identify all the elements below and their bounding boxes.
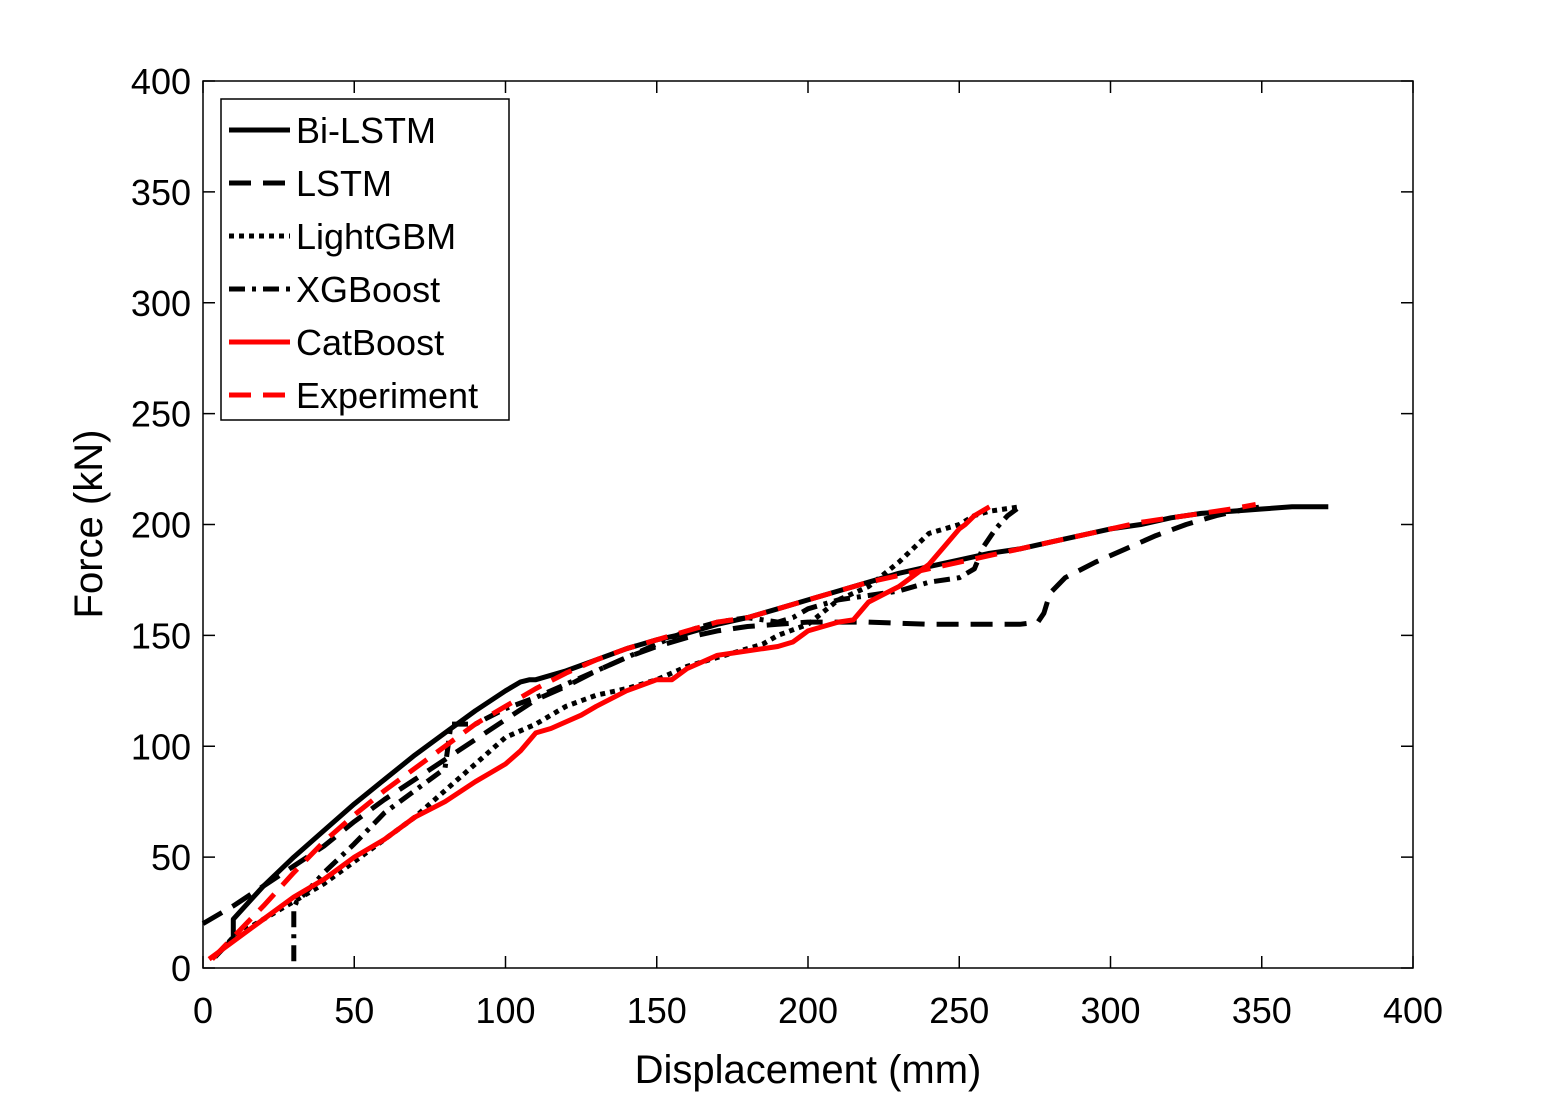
series-line-catboost	[207, 504, 991, 962]
x-tick-label: 100	[475, 990, 535, 1031]
series-line-experiment	[210, 502, 1257, 961]
legend-label: Experiment	[296, 375, 478, 416]
legend-label: LightGBM	[296, 216, 456, 257]
legend-box	[220, 98, 510, 421]
legend-label: LSTM	[296, 163, 392, 204]
y-axis-title: Force (kN)	[67, 430, 111, 619]
y-tick-label: 0	[171, 948, 191, 989]
y-tick-label: 350	[131, 172, 191, 213]
x-axis-title: Displacement (mm)	[635, 1048, 982, 1092]
x-tick-label: 300	[1080, 990, 1140, 1031]
y-tick-label: 200	[131, 505, 191, 546]
y-tick-label: 100	[131, 726, 191, 767]
y-tick-label: 50	[151, 837, 191, 878]
y-tick-label: 250	[131, 394, 191, 435]
x-tick-label: 150	[627, 990, 687, 1031]
legend-label: CatBoost	[296, 322, 444, 363]
x-tick-label: 0	[193, 990, 213, 1031]
x-tick-label: 200	[778, 990, 838, 1031]
series-line-xgboost	[291, 504, 1022, 962]
legend: Bi-LSTM LSTM LightGBM XGBoost CatBoost Experi…	[220, 98, 510, 421]
y-axis-ticks: 0 50 100 150 200 250 300 350 400	[131, 61, 1413, 989]
x-tick-label: 400	[1383, 990, 1443, 1031]
x-axis-ticks: 0 50 100 150 200 250 300 350 400	[193, 81, 1443, 1031]
legend-label: Bi-LSTM	[296, 110, 436, 151]
series-layer	[201, 502, 1329, 962]
legend-label: XGBoost	[296, 269, 440, 310]
y-tick-label: 150	[131, 615, 191, 656]
y-tick-label: 300	[131, 283, 191, 324]
series-line-lstm	[201, 504, 1263, 926]
y-tick-label: 400	[131, 61, 191, 102]
x-tick-label: 250	[929, 990, 989, 1031]
x-tick-label: 50	[334, 990, 374, 1031]
x-tick-label: 350	[1232, 990, 1292, 1031]
